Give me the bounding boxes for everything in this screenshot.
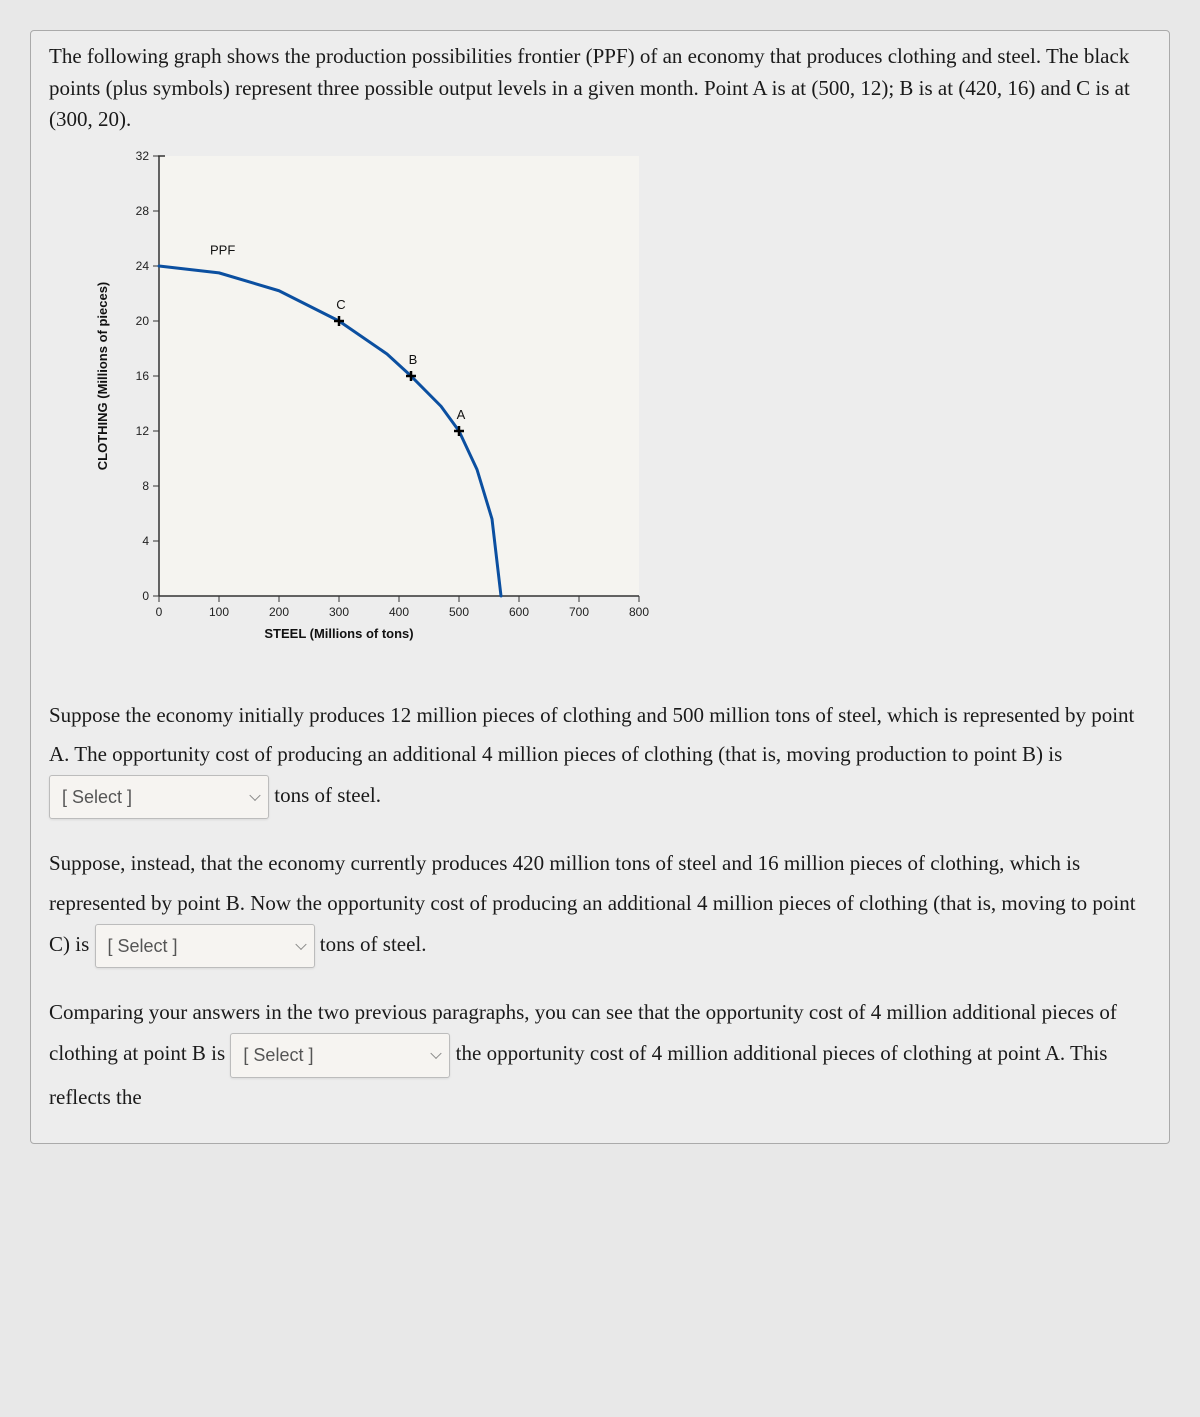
svg-text:800: 800: [629, 605, 649, 619]
svg-text:0: 0: [156, 605, 163, 619]
intro-paragraph: The following graph shows the production…: [49, 41, 1151, 136]
svg-text:32: 32: [136, 149, 150, 163]
svg-text:600: 600: [509, 605, 529, 619]
svg-text:400: 400: [389, 605, 409, 619]
svg-text:200: 200: [269, 605, 289, 619]
svg-text:12: 12: [136, 424, 150, 438]
select-answer-1[interactable]: [ Select ]: [49, 775, 269, 819]
svg-text:500: 500: [449, 605, 469, 619]
para1-text-pre: Suppose the economy initially produces 1…: [49, 703, 1134, 767]
svg-text:C: C: [336, 297, 345, 312]
svg-text:20: 20: [136, 314, 150, 328]
svg-text:300: 300: [329, 605, 349, 619]
question-paragraph-2: Suppose, instead, that the economy curre…: [49, 844, 1151, 968]
svg-text:16: 16: [136, 369, 150, 383]
para2-text-post: tons of steel.: [320, 932, 427, 956]
svg-text:28: 28: [136, 204, 150, 218]
para1-text-post: tons of steel.: [274, 783, 381, 807]
svg-text:700: 700: [569, 605, 589, 619]
svg-text:B: B: [409, 352, 418, 367]
question-paragraph-3: Comparing your answers in the two previo…: [49, 993, 1151, 1117]
ppf-chart: 0 4 8 12 16 20 24 28 32 0 100 200 300 400 500 600 700 800…: [89, 146, 1151, 671]
select-answer-2[interactable]: [ Select ]: [95, 924, 315, 968]
svg-text:4: 4: [142, 534, 149, 548]
svg-text:STEEL (Millions of tons): STEEL (Millions of tons): [264, 626, 413, 641]
svg-text:A: A: [457, 407, 466, 422]
svg-text:0: 0: [142, 589, 149, 603]
svg-text:CLOTHING (Millions of pieces): CLOTHING (Millions of pieces): [95, 281, 110, 470]
svg-text:24: 24: [136, 259, 150, 273]
svg-text:100: 100: [209, 605, 229, 619]
select-answer-3[interactable]: [ Select ]: [230, 1033, 450, 1077]
svg-text:8: 8: [142, 479, 149, 493]
question-paragraph-1: Suppose the economy initially produces 1…: [49, 696, 1151, 820]
svg-text:PPF: PPF: [210, 242, 235, 257]
question-container: The following graph shows the production…: [30, 30, 1170, 1144]
